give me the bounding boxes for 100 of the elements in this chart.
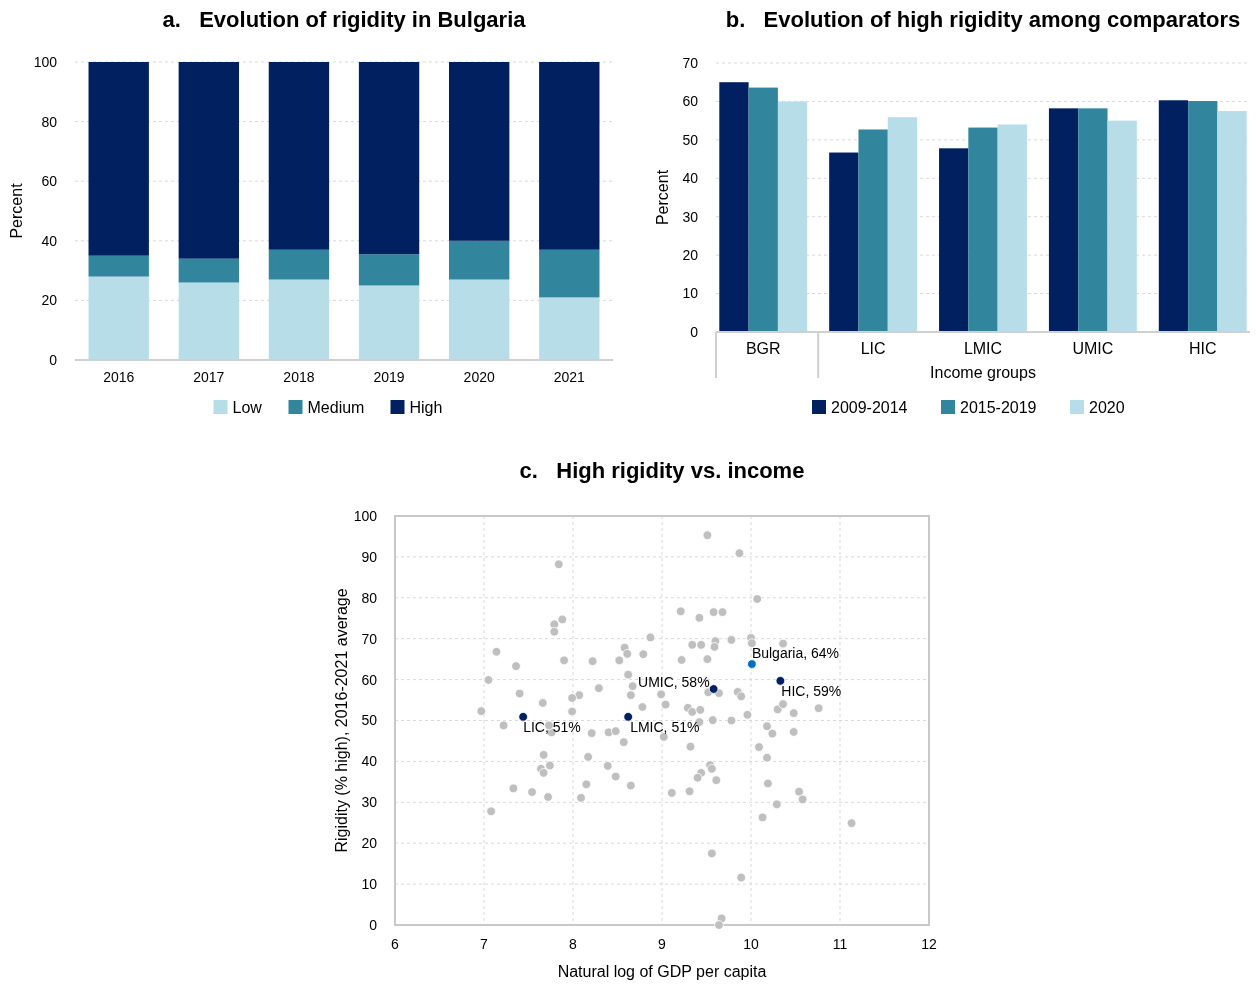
bar: [748, 87, 778, 332]
point: [623, 712, 633, 722]
bar: [88, 255, 149, 277]
x-tick-label: 2019: [373, 369, 405, 385]
bar: [268, 62, 330, 250]
point: [518, 712, 528, 722]
bar: [997, 124, 1027, 332]
chart-title: a. Evolution of rigidity in Bulgaria: [162, 7, 527, 32]
bar: [88, 276, 149, 360]
x-tick-label: 2017: [193, 369, 225, 385]
x-tick-label: UMIC: [1072, 340, 1114, 357]
x-tick-label: 2020: [463, 369, 495, 385]
bar: [539, 297, 600, 360]
legend-label: 2020: [1089, 398, 1125, 416]
bar: [1048, 108, 1079, 332]
point: [747, 659, 757, 669]
y-tick-label: 90: [361, 548, 378, 565]
bar: [539, 62, 600, 250]
legend-label: 2009-2014: [831, 398, 908, 416]
x-axis-title: Natural log of GDP per capita: [557, 963, 767, 980]
bar: [939, 148, 969, 332]
y-tick-label: 40: [41, 232, 58, 249]
x-tick-label: 2016: [103, 369, 135, 385]
y-tick-label: 40: [682, 170, 699, 187]
bar: [88, 62, 149, 256]
bar: [1078, 108, 1108, 332]
bar: [448, 240, 510, 280]
bar: [887, 117, 918, 332]
bar: [178, 258, 240, 283]
annotation: HIC, 59%: [781, 682, 842, 699]
y-tick-label: 70: [361, 630, 378, 647]
x-tick-label: LIC: [860, 340, 886, 357]
y-tick-label: 60: [682, 93, 699, 110]
bar: [448, 279, 510, 360]
y-tick-label: 20: [41, 292, 58, 309]
legend-label: 2015-2019: [960, 398, 1037, 416]
bar: [1217, 111, 1247, 332]
bar: [719, 82, 749, 332]
y-tick-label: 60: [361, 671, 378, 688]
legend-label: Low: [232, 398, 263, 416]
x-tick-label: LMIC: [963, 340, 1003, 357]
bar: [268, 249, 330, 280]
annotation: LIC, 51%: [523, 718, 581, 735]
annotation: UMIC, 58%: [638, 674, 710, 691]
x-tick-label: BGR: [745, 340, 781, 357]
bar: [358, 62, 420, 255]
bar: [829, 152, 859, 332]
x-tick-label: 10: [743, 936, 759, 952]
y-tick-label: 10: [682, 285, 699, 302]
bar: [358, 254, 420, 286]
y-tick-label: 30: [682, 208, 699, 225]
y-tick-label: 100: [33, 53, 58, 70]
bar: [1158, 100, 1189, 332]
y-tick-label: 20: [361, 835, 378, 852]
y-tick-label: 30: [361, 794, 378, 811]
bar: [1188, 101, 1218, 332]
y-tick-label: 0: [690, 323, 699, 340]
y-axis-title: Percent: [654, 169, 671, 226]
bar: [777, 101, 808, 332]
legend-label: High: [409, 398, 443, 416]
y-tick-label: 70: [682, 54, 699, 71]
x-tick-label: 11: [832, 936, 848, 952]
y-tick-label: 0: [369, 916, 378, 933]
y-tick-label: 80: [41, 113, 58, 130]
x-tick-label: 8: [569, 936, 578, 952]
bar: [178, 62, 240, 259]
y-tick-label: 20: [682, 247, 699, 264]
y-tick-label: 100: [353, 507, 378, 524]
point: [775, 676, 786, 686]
y-tick-label: 0: [49, 351, 58, 368]
bar: [358, 285, 420, 360]
annotation: LMIC, 51%: [630, 718, 700, 735]
bar: [1107, 120, 1137, 332]
bar: [268, 279, 330, 360]
x-tick-label: 6: [391, 936, 400, 952]
bar: [178, 282, 240, 360]
bar: [539, 249, 600, 298]
annotation: Bulgaria, 64%: [751, 645, 840, 662]
y-tick-label: 50: [682, 131, 699, 148]
y-axis-title: Rigidity (% high), 2016-2021 average: [333, 588, 350, 853]
legend-label: Medium: [307, 398, 365, 416]
y-tick-label: 50: [361, 712, 378, 729]
chart-title: c. High rigidity vs. income: [519, 458, 805, 483]
y-tick-label: 10: [361, 876, 378, 892]
x-tick-label: 7: [480, 936, 489, 952]
bar: [968, 127, 998, 332]
y-tick-label: 40: [361, 753, 378, 770]
x-axis-title: Income groups: [930, 364, 1036, 381]
point: [708, 684, 719, 694]
bar: [858, 129, 888, 332]
chart-title: b. Evolution of high rigidity among comparators: [725, 7, 1241, 32]
y-tick-label: 80: [361, 589, 378, 606]
x-tick-label: 9: [658, 936, 667, 952]
x-tick-label: 12: [921, 936, 937, 952]
x-tick-label: 2018: [283, 369, 315, 385]
x-tick-label: HIC: [1188, 340, 1217, 357]
y-tick-label: 60: [41, 173, 58, 190]
y-axis-title: Percent: [8, 182, 25, 239]
x-tick-label: 2021: [553, 369, 586, 385]
bar: [448, 62, 510, 241]
